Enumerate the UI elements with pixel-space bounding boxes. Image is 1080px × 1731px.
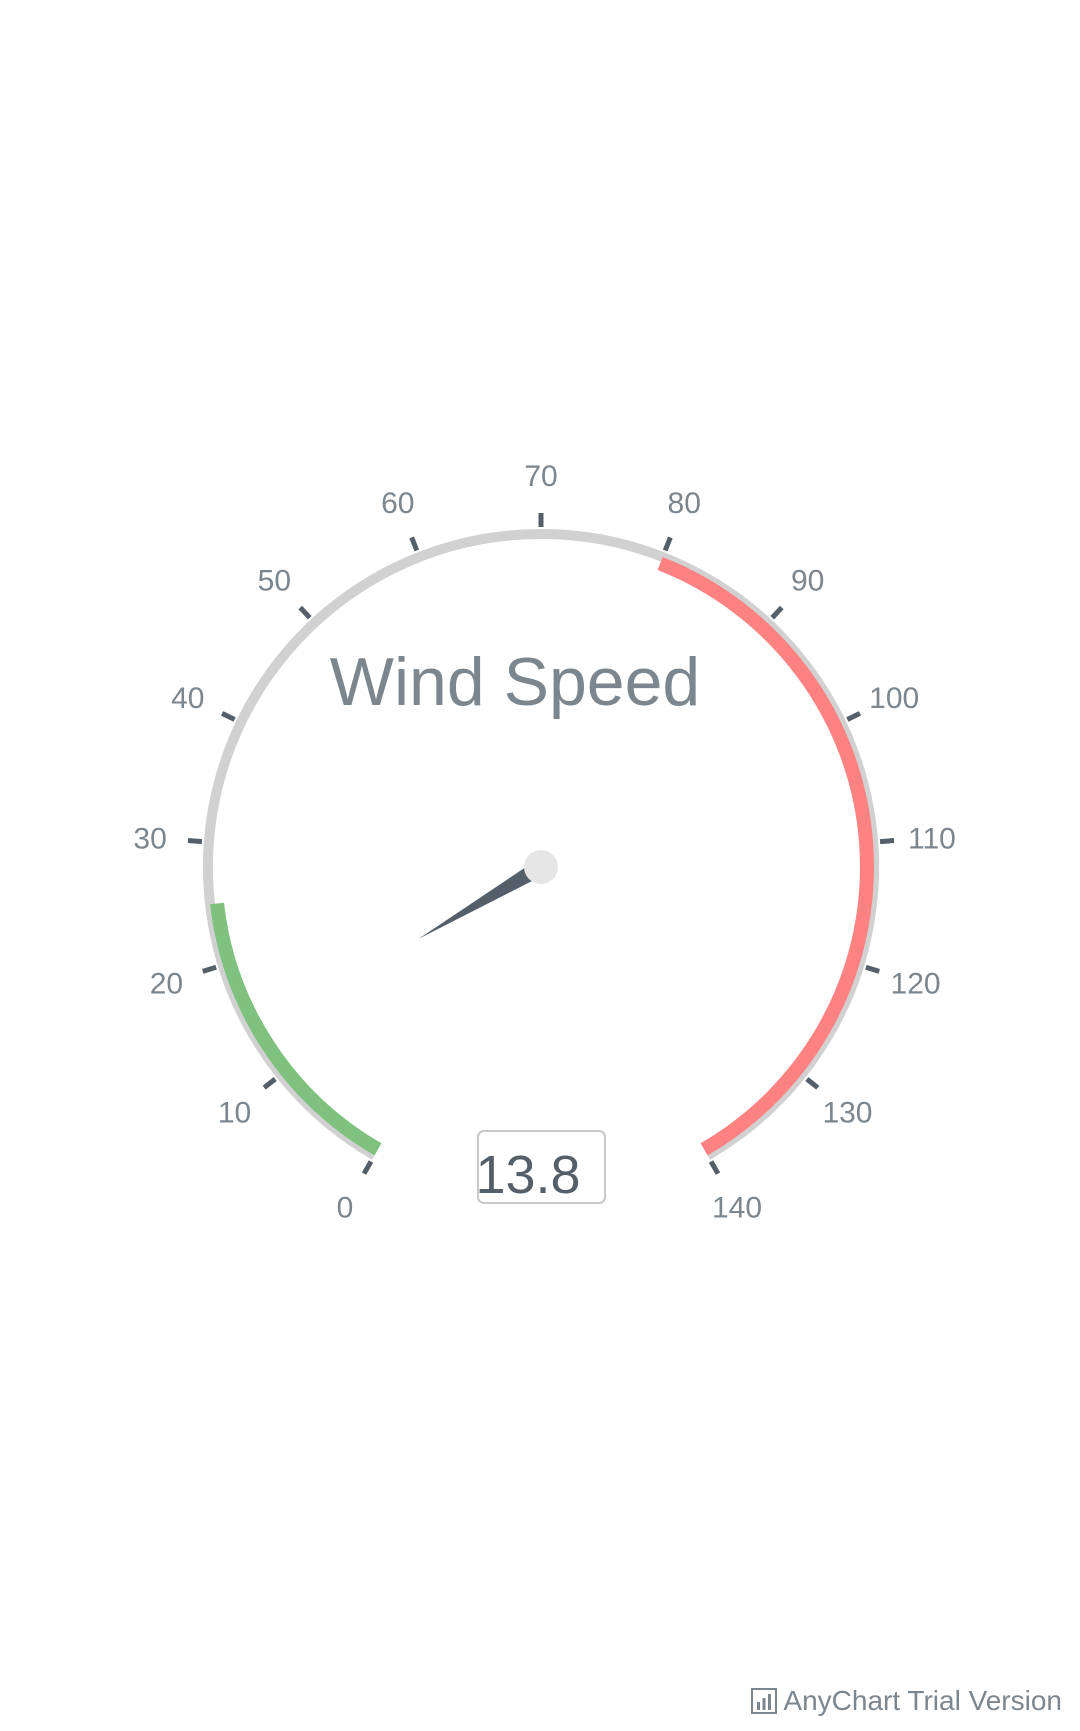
gauge-tick-label: 100 bbox=[869, 682, 919, 715]
gauge-tick-label: 50 bbox=[258, 565, 291, 598]
gauge-tick bbox=[220, 711, 236, 722]
value-label: 13.8 bbox=[475, 1145, 580, 1205]
gauge-tick-label: 130 bbox=[822, 1096, 872, 1129]
gauge-tick-label: 0 bbox=[337, 1191, 354, 1224]
gauge-tick bbox=[846, 711, 862, 722]
value-label-box bbox=[477, 1130, 606, 1204]
gauge-tick bbox=[708, 1160, 721, 1175]
gauge-tick-label: 10 bbox=[218, 1096, 251, 1129]
gauge-tick bbox=[865, 964, 881, 974]
gauge-tick bbox=[201, 964, 217, 974]
gauge-range-0 bbox=[210, 902, 382, 1156]
gauge-tick bbox=[879, 838, 895, 845]
gauge-tick-label: 110 bbox=[908, 823, 956, 856]
gauge-tick-label: 120 bbox=[891, 968, 941, 1001]
gauge-tick-label: 80 bbox=[668, 487, 701, 520]
gauge-tick-label: 140 bbox=[712, 1191, 762, 1224]
gauge-tick bbox=[409, 536, 420, 552]
gauge-tick-label: 90 bbox=[791, 565, 824, 598]
watermark-text: AnyChart Trial Version bbox=[783, 1685, 1062, 1716]
gauge-tick-labels: 0 10 20 30 40 50 60 70 80 90 100 110 120 130 140 bbox=[133, 460, 955, 1224]
gauge-needle-cap bbox=[524, 850, 558, 884]
gauge-tick bbox=[361, 1160, 374, 1175]
gauge-title: Wind Speed bbox=[330, 644, 700, 720]
gauge-tick bbox=[805, 1077, 820, 1090]
gauge-needle bbox=[418, 854, 555, 939]
gauge-tick bbox=[298, 605, 312, 620]
gauge-tick bbox=[662, 536, 673, 552]
gauge-tick-label: 40 bbox=[171, 682, 204, 715]
gauge-tick-label: 30 bbox=[133, 823, 166, 856]
watermark[interactable]: AnyChart Trial Version bbox=[751, 1685, 1062, 1717]
gauge-tick bbox=[262, 1077, 277, 1090]
gauge-ranges bbox=[210, 557, 874, 1156]
gauge-track bbox=[203, 529, 879, 1160]
gauge-tick-label: 20 bbox=[150, 968, 183, 1001]
gauge-ticks bbox=[187, 513, 895, 1175]
gauge-tick bbox=[187, 838, 203, 845]
bar-chart-icon bbox=[751, 1688, 778, 1714]
gauge-tick-label: 60 bbox=[381, 487, 414, 520]
gauge-range-1 bbox=[657, 557, 874, 1156]
gauge-tick bbox=[770, 605, 784, 620]
gauge-tick-label: 70 bbox=[524, 460, 557, 493]
